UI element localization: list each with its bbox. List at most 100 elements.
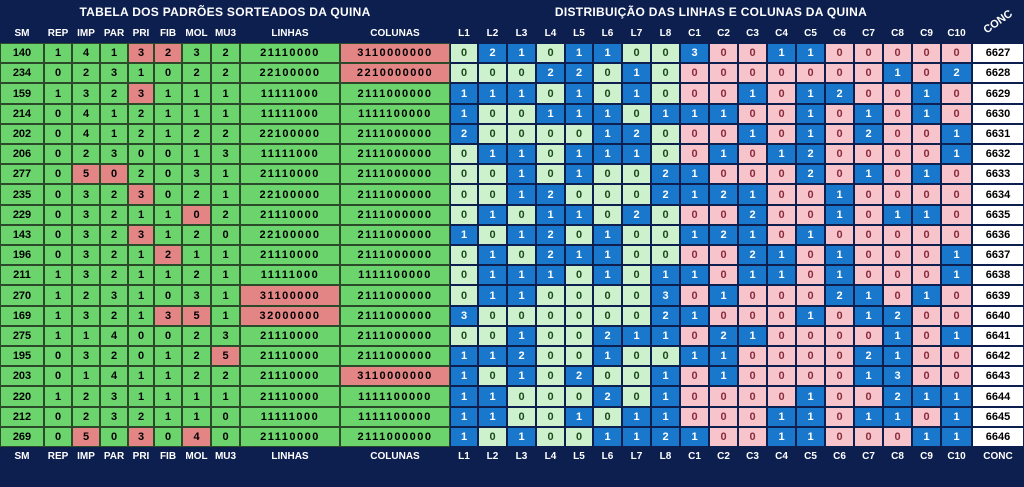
- row-159-mu3: 1: [211, 83, 240, 104]
- row-159-l4: 0: [536, 83, 565, 104]
- row-203-c10: 0: [941, 366, 972, 386]
- row-140-l5: 1: [565, 43, 593, 63]
- row-212-c7: 1: [854, 407, 883, 427]
- row-212-rep: 0: [44, 407, 72, 427]
- row-211-par: 2: [100, 265, 128, 285]
- row-234-c5: 0: [796, 63, 825, 83]
- row-212-mu3: 0: [211, 407, 240, 427]
- row-195-c5: 0: [796, 346, 825, 366]
- row-214-c2: 1: [709, 104, 738, 124]
- column-header-l3: L3: [507, 23, 536, 43]
- row-196-fib: 2: [154, 245, 182, 265]
- footer-header-l3: L3: [507, 447, 536, 466]
- footer-header-mol: MOL: [182, 447, 211, 466]
- row-140-c5: 1: [796, 43, 825, 63]
- row-220-sm: 220: [0, 386, 44, 407]
- row-269-c8: 0: [883, 427, 912, 447]
- row-203-l4: 0: [536, 366, 565, 386]
- column-header-l5: L5: [565, 23, 593, 43]
- row-202-l1: 2: [450, 124, 478, 144]
- row-212-pri: 2: [128, 407, 154, 427]
- row-169-c7: 1: [854, 306, 883, 326]
- row-270-c6: 2: [825, 285, 854, 306]
- row-220-c3: 0: [738, 386, 767, 407]
- row-140-l1: 0: [450, 43, 478, 63]
- row-229-linhas: 21110000: [240, 205, 340, 225]
- row-202-colunas: 2111000000: [340, 124, 450, 144]
- row-275-c2: 2: [709, 326, 738, 346]
- row-229-c6: 1: [825, 205, 854, 225]
- row-234-l4: 2: [536, 63, 565, 83]
- row-277-par: 0: [100, 164, 128, 184]
- row-269-conc: 6646: [972, 427, 1024, 447]
- row-206-conc: 6632: [972, 144, 1024, 164]
- row-269-sm: 269: [0, 427, 44, 447]
- row-235-c2: 2: [709, 184, 738, 205]
- row-195-mol: 2: [182, 346, 211, 366]
- row-143-sm: 143: [0, 225, 44, 245]
- row-229-colunas: 2111000000: [340, 205, 450, 225]
- row-206-l2: 1: [478, 144, 507, 164]
- row-203-imp: 1: [72, 366, 100, 386]
- row-212-c9: 0: [912, 407, 941, 427]
- row-229-c2: 0: [709, 205, 738, 225]
- row-202-c3: 1: [738, 124, 767, 144]
- row-140-c1: 3: [680, 43, 709, 63]
- row-270-imp: 2: [72, 285, 100, 306]
- row-206-c4: 1: [767, 144, 796, 164]
- row-203-mol: 2: [182, 366, 211, 386]
- row-214-pri: 2: [128, 104, 154, 124]
- row-214-mol: 1: [182, 104, 211, 124]
- row-277-l1: 0: [450, 164, 478, 184]
- row-202-l3: 0: [507, 124, 536, 144]
- row-159-c1: 0: [680, 83, 709, 104]
- row-270-c2: 1: [709, 285, 738, 306]
- row-195-c4: 0: [767, 346, 796, 366]
- row-202-c4: 0: [767, 124, 796, 144]
- row-270-c3: 0: [738, 285, 767, 306]
- row-220-mu3: 1: [211, 386, 240, 407]
- row-229-pri: 1: [128, 205, 154, 225]
- row-196-c5: 0: [796, 245, 825, 265]
- row-143-c8: 0: [883, 225, 912, 245]
- row-229-c1: 0: [680, 205, 709, 225]
- column-header-c2: C2: [709, 23, 738, 43]
- row-143-c9: 0: [912, 225, 941, 245]
- row-159-c8: 0: [883, 83, 912, 104]
- row-275-c3: 1: [738, 326, 767, 346]
- row-203-pri: 1: [128, 366, 154, 386]
- row-234-c1: 0: [680, 63, 709, 83]
- row-211-colunas: 1111100000: [340, 265, 450, 285]
- conc-header-top-label: CONC: [981, 7, 1015, 36]
- column-header-l6: L6: [593, 23, 622, 43]
- row-214-rep: 0: [44, 104, 72, 124]
- row-277-c8: 0: [883, 164, 912, 184]
- row-195-c9: 0: [912, 346, 941, 366]
- row-143-rep: 0: [44, 225, 72, 245]
- table-title-distribution: DISTRIBUIÇÃO DAS LINHAS E COLUNAS DA QUI…: [554, 5, 868, 19]
- row-234-l2: 0: [478, 63, 507, 83]
- row-196-c4: 1: [767, 245, 796, 265]
- row-270-pri: 1: [128, 285, 154, 306]
- row-277-c3: 0: [738, 164, 767, 184]
- row-229-c10: 0: [941, 205, 972, 225]
- row-229-c5: 0: [796, 205, 825, 225]
- row-196-c6: 1: [825, 245, 854, 265]
- row-196-par: 2: [100, 245, 128, 265]
- row-159-l3: 1: [507, 83, 536, 104]
- row-277-c10: 0: [941, 164, 972, 184]
- row-275-c9: 0: [912, 326, 941, 346]
- row-140-sm: 140: [0, 43, 44, 63]
- row-275-c6: 0: [825, 326, 854, 346]
- column-header-colunas: COLUNAS: [340, 23, 450, 43]
- row-195-l3: 2: [507, 346, 536, 366]
- row-234-l5: 2: [565, 63, 593, 83]
- row-229-l2: 1: [478, 205, 507, 225]
- row-269-l7: 1: [622, 427, 651, 447]
- row-214-mu3: 1: [211, 104, 240, 124]
- row-195-pri: 0: [128, 346, 154, 366]
- row-202-c9: 0: [912, 124, 941, 144]
- row-212-l5: 1: [565, 407, 593, 427]
- row-195-rep: 0: [44, 346, 72, 366]
- footer-header-c2: C2: [709, 447, 738, 466]
